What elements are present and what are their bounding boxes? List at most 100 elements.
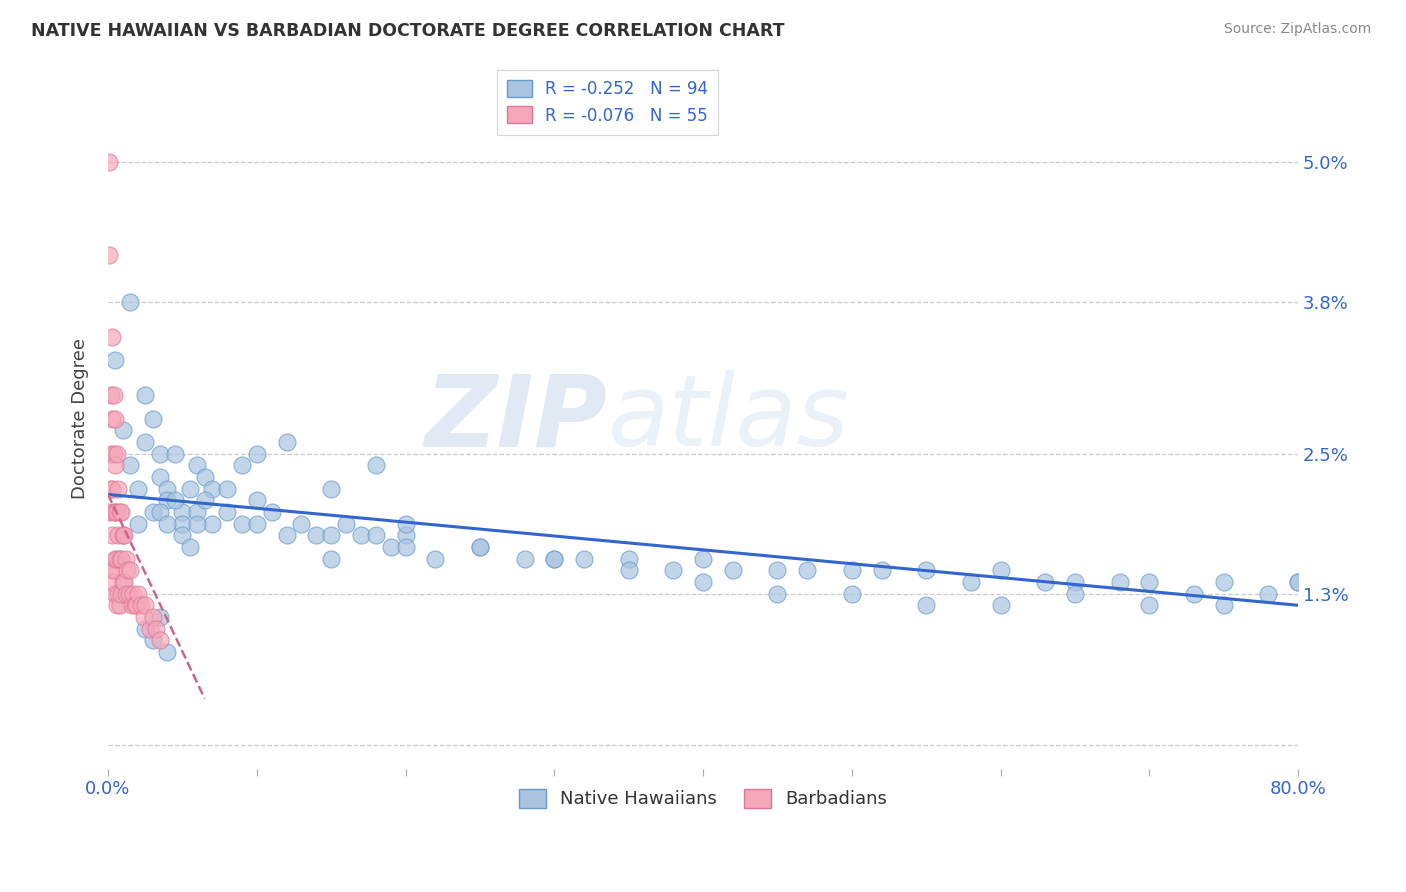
Point	[129, 599, 152, 613]
Point	[149, 447, 172, 461]
Point	[127, 482, 149, 496]
Point	[145, 622, 167, 636]
Point	[156, 516, 179, 531]
Point	[350, 528, 373, 542]
Point	[104, 586, 127, 600]
Y-axis label: Doctorate Degree: Doctorate Degree	[72, 338, 89, 500]
Point	[990, 563, 1012, 577]
Point	[796, 563, 818, 577]
Point	[841, 586, 863, 600]
Point	[125, 599, 148, 613]
Point	[118, 586, 141, 600]
Point	[110, 551, 132, 566]
Point	[201, 516, 224, 531]
Point	[149, 505, 172, 519]
Point	[246, 447, 269, 461]
Point	[468, 540, 491, 554]
Point	[1212, 599, 1234, 613]
Point	[98, 505, 121, 519]
Point	[138, 622, 160, 636]
Point	[617, 563, 640, 577]
Point	[100, 388, 122, 402]
Point	[149, 633, 172, 648]
Point	[1137, 574, 1160, 589]
Point	[101, 411, 124, 425]
Point	[572, 551, 595, 566]
Point	[156, 645, 179, 659]
Point	[104, 458, 127, 473]
Point	[111, 574, 134, 589]
Point	[1286, 574, 1309, 589]
Point	[108, 599, 131, 613]
Point	[260, 505, 283, 519]
Point	[103, 447, 125, 461]
Point	[543, 551, 565, 566]
Point	[127, 586, 149, 600]
Point	[276, 528, 298, 542]
Point	[959, 574, 981, 589]
Point	[105, 551, 128, 566]
Point	[149, 610, 172, 624]
Point	[870, 563, 893, 577]
Point	[111, 423, 134, 437]
Point	[108, 505, 131, 519]
Point	[98, 154, 121, 169]
Point	[1286, 574, 1309, 589]
Point	[1064, 586, 1087, 600]
Text: ZIP: ZIP	[425, 370, 607, 467]
Point	[100, 447, 122, 461]
Point	[179, 482, 201, 496]
Text: NATIVE HAWAIIAN VS BARBADIAN DOCTORATE DEGREE CORRELATION CHART: NATIVE HAWAIIAN VS BARBADIAN DOCTORATE D…	[31, 22, 785, 40]
Point	[766, 563, 789, 577]
Point	[112, 574, 135, 589]
Point	[231, 458, 253, 473]
Legend: Native Hawaiians, Barbadians: Native Hawaiians, Barbadians	[512, 781, 894, 815]
Point	[104, 353, 127, 368]
Point	[194, 493, 217, 508]
Point	[134, 599, 156, 613]
Point	[172, 516, 194, 531]
Point	[215, 482, 238, 496]
Point	[1182, 586, 1205, 600]
Point	[120, 458, 142, 473]
Text: Source: ZipAtlas.com: Source: ZipAtlas.com	[1223, 22, 1371, 37]
Point	[107, 482, 129, 496]
Point	[115, 586, 138, 600]
Point	[290, 516, 312, 531]
Point	[111, 528, 134, 542]
Point	[134, 434, 156, 449]
Point	[104, 411, 127, 425]
Point	[364, 528, 387, 542]
Point	[1212, 574, 1234, 589]
Point	[142, 633, 165, 648]
Point	[107, 528, 129, 542]
Point	[101, 528, 124, 542]
Point	[990, 599, 1012, 613]
Point	[121, 599, 143, 613]
Point	[305, 528, 328, 542]
Point	[115, 551, 138, 566]
Point	[186, 458, 208, 473]
Point	[394, 516, 416, 531]
Point	[276, 434, 298, 449]
Point	[142, 411, 165, 425]
Point	[132, 610, 155, 624]
Point	[104, 505, 127, 519]
Point	[179, 540, 201, 554]
Point	[122, 586, 145, 600]
Point	[108, 551, 131, 566]
Point	[380, 540, 402, 554]
Point	[425, 551, 447, 566]
Point	[172, 505, 194, 519]
Point	[101, 482, 124, 496]
Point	[103, 388, 125, 402]
Point	[111, 528, 134, 542]
Point	[105, 447, 128, 461]
Point	[246, 493, 269, 508]
Point	[100, 482, 122, 496]
Point	[101, 574, 124, 589]
Point	[156, 482, 179, 496]
Point	[120, 563, 142, 577]
Point	[841, 563, 863, 577]
Point	[692, 551, 714, 566]
